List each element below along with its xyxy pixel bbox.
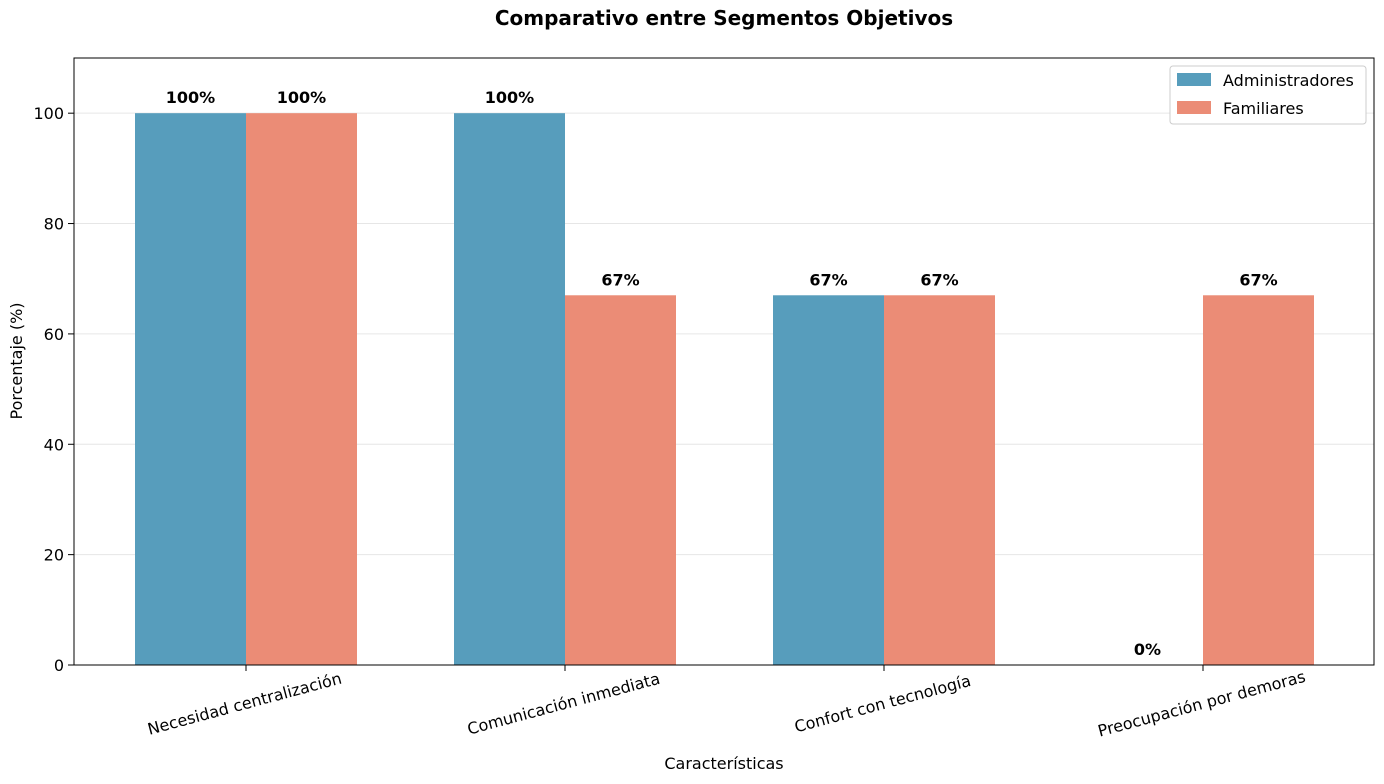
bar-value-label: 100% [485, 88, 534, 107]
bar-administradores [454, 113, 565, 665]
y-tick-label: 80 [44, 215, 64, 234]
bar-value-label: 100% [277, 88, 326, 107]
y-tick-label: 0 [54, 656, 64, 675]
bar-familiares [565, 295, 676, 665]
y-tick-label: 100 [33, 104, 64, 123]
chart-title: Comparativo entre Segmentos Objetivos [495, 6, 953, 30]
x-tick-label: Comunicación inmediata [465, 669, 662, 739]
x-tick-label: Preocupación por demoras [1096, 667, 1308, 741]
x-tick-label: Necesidad centralización [145, 669, 343, 739]
bar-familiares [246, 113, 357, 665]
legend-label: Administradores [1223, 71, 1354, 90]
x-axis-label: Características [664, 754, 783, 773]
bar-value-label: 67% [809, 270, 847, 289]
y-tick-label: 40 [44, 435, 64, 454]
bar-familiares [1203, 295, 1314, 665]
y-tick-label: 60 [44, 325, 64, 344]
y-axis: 0 20 40 60 80 100 [33, 104, 74, 675]
bar-administradores [135, 113, 246, 665]
bar-value-label: 67% [601, 270, 639, 289]
legend-swatch [1177, 73, 1211, 86]
bar-administradores [773, 295, 884, 665]
y-tick-label: 20 [44, 546, 64, 565]
bars [135, 113, 1314, 665]
bar-value-label: 67% [920, 270, 958, 289]
plot-frame [73, 57, 1375, 666]
legend-label: Familiares [1223, 99, 1304, 118]
legend: Administradores Familiares [1169, 65, 1367, 125]
data-labels: 100% 100% 67% 0% 100% 67% 67% 67% [166, 88, 1278, 659]
legend-swatch [1177, 101, 1211, 114]
bar-value-label: 67% [1239, 270, 1277, 289]
bar-value-label: 0% [1134, 640, 1161, 659]
x-tick-label: Confort con tecnología [792, 671, 972, 736]
bar-value-label: 100% [166, 88, 215, 107]
y-axis-label: Porcentaje (%) [7, 302, 26, 419]
x-axis: Necesidad centralización Comunicación inm… [145, 665, 1307, 741]
legend-box [1169, 65, 1367, 125]
bar-familiares [884, 295, 995, 665]
